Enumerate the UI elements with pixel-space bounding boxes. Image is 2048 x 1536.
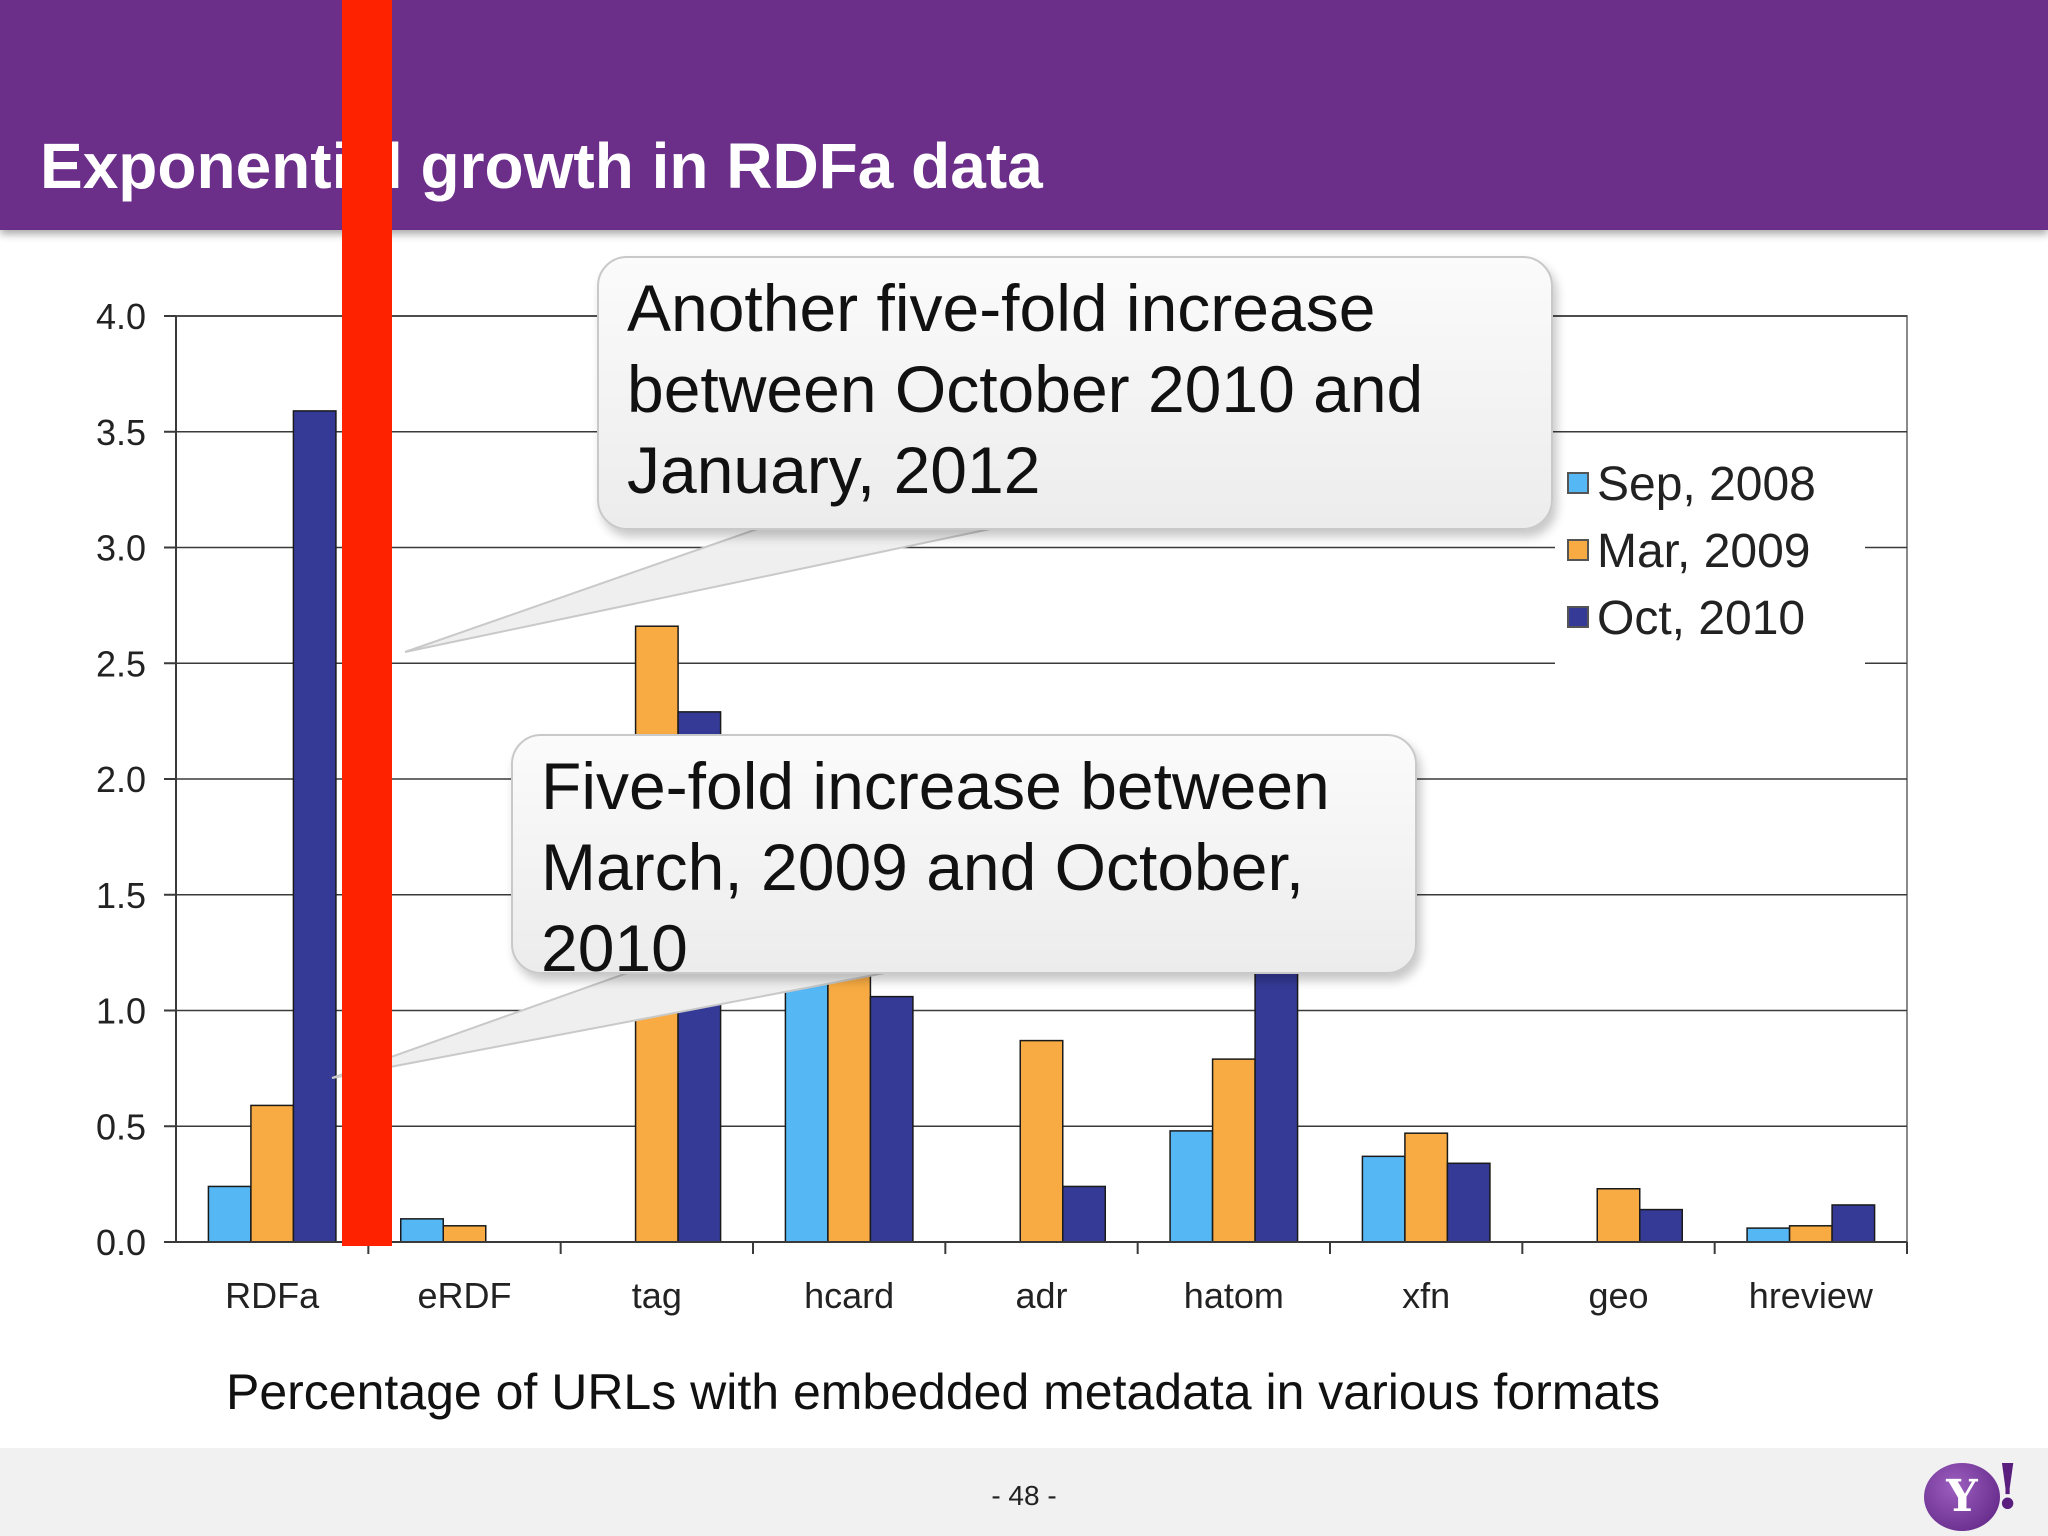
bar-erdf-0: [400, 1218, 444, 1243]
slide-footer: [0, 1448, 2048, 1536]
bar-erdf-1: [442, 1225, 487, 1243]
legend-label: Sep, 2008: [1597, 458, 1816, 511]
callout-text: Five-fold increase between March, 2009 a…: [541, 749, 1330, 985]
bar-hatom-2: [1254, 940, 1299, 1243]
x-tick-label: RDFa: [225, 1275, 320, 1316]
slide-title: Exponential growth in RDFa data: [40, 130, 1043, 202]
y-tick-label: 2.0: [96, 759, 146, 800]
legend-swatch-mar-2009: [1567, 539, 1589, 562]
x-tick-label: hcard: [804, 1275, 894, 1316]
y-tick-label: 4.0: [96, 296, 146, 337]
bar-rdfa-2: [292, 410, 337, 1243]
x-tick-label: geo: [1588, 1275, 1648, 1316]
bar-xfn-2: [1446, 1162, 1491, 1243]
x-tick-label: eRDF: [417, 1275, 511, 1316]
bar-hreview-0: [1746, 1227, 1791, 1243]
legend-item-oct-2010: Oct, 2010: [1567, 589, 1805, 649]
x-tick-label: tag: [632, 1275, 682, 1316]
y-tick-label: 0.0: [96, 1222, 146, 1263]
bar-hatom-1: [1211, 1058, 1256, 1243]
y-tick-label: 3.5: [96, 412, 146, 453]
callout-five-fold-2010: Five-fold increase between March, 2009 a…: [511, 734, 1417, 985]
slide-header: Exponential growth in RDFa data: [0, 0, 2048, 230]
bar-xfn-1: [1404, 1132, 1449, 1243]
red-marker-bar: [342, 0, 392, 1246]
bar-chart: 0.0 0.5 1.0 1.5 2.0 2.5 3.0 3.5 4.0 RDFa eRDF tag hc…: [96, 0, 1908, 1316]
x-tick-label: adr: [1015, 1275, 1067, 1316]
bar-rdfa-0: [207, 1185, 252, 1243]
yahoo-logo-icon: Y: [1924, 1463, 2000, 1531]
bar-adr-1: [1019, 1039, 1064, 1243]
bar-hcard-2: [869, 995, 914, 1243]
y-tick-label: 0.5: [96, 1106, 146, 1147]
legend-swatch-oct-2010: [1567, 606, 1589, 629]
bar-geo-1: [1596, 1188, 1641, 1243]
bar-xfn-0: [1361, 1155, 1406, 1243]
bar-adr-2: [1062, 1185, 1106, 1243]
bar-hreview-1: [1788, 1225, 1833, 1243]
legend-label: Oct, 2010: [1597, 592, 1806, 645]
legend-label: Mar, 2009: [1597, 525, 1811, 578]
y-tick-label: 1.5: [96, 875, 146, 916]
legend-swatch-sep-2008: [1567, 472, 1589, 495]
legend-item-sep-2008: Sep, 2008: [1567, 455, 1816, 515]
bar-rdfa-1: [250, 1104, 295, 1243]
bar-hreview-2: [1831, 1204, 1876, 1243]
bar-geo-2: [1639, 1208, 1683, 1243]
y-tick-label: 3.0: [96, 528, 146, 569]
callout-1-tail: [404, 527, 996, 653]
x-tick-label: hatom: [1184, 1275, 1284, 1316]
x-tick-label: xfn: [1402, 1275, 1450, 1316]
y-tick-label: 2.5: [96, 643, 146, 684]
y-tick-label: 1.0: [96, 991, 146, 1032]
yahoo-logo-exclamation: !: [1994, 1450, 2022, 1523]
page-number: - 48 -: [991, 1480, 1057, 1511]
legend-item-mar-2009: Mar, 2009: [1567, 522, 1810, 582]
callout-text: Another five-fold increase between Octob…: [627, 271, 1424, 507]
chart-legend: Sep, 2008 Mar, 2009 Oct, 2010: [1555, 455, 1865, 665]
callout-five-fold-2012: Another five-fold increase between Octob…: [597, 256, 1553, 530]
x-tick-label: hreview: [1749, 1275, 1874, 1316]
chart-caption: Percentage of URLs with embedded metadat…: [226, 1364, 1661, 1420]
bar-hatom-0: [1169, 1130, 1214, 1243]
